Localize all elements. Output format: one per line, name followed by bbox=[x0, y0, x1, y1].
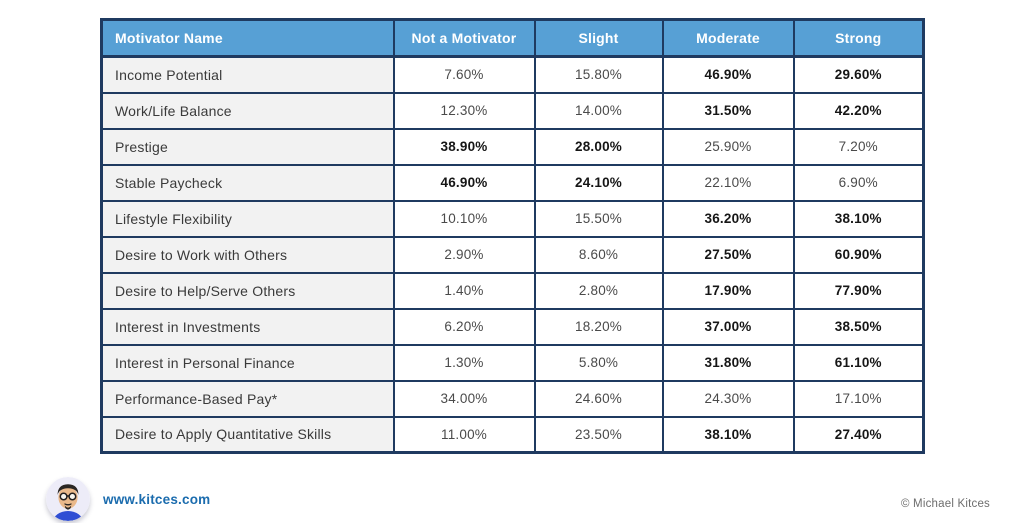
value-cell: 27.40% bbox=[792, 415, 925, 454]
value-cell: 23.50% bbox=[533, 415, 664, 454]
value-cell: 25.90% bbox=[661, 127, 795, 166]
value-cell: 38.50% bbox=[792, 307, 925, 346]
table-row: Interest in Personal Finance 1.30% 5.80% 31… bbox=[100, 343, 925, 382]
table-row: Desire to Help/Serve Others 1.40% 2.80% 17.… bbox=[100, 271, 925, 310]
value-cell: 37.00% bbox=[661, 307, 795, 346]
value-cell: 38.10% bbox=[792, 199, 925, 238]
value-cell: 5.80% bbox=[533, 343, 664, 382]
value-cell: 15.80% bbox=[533, 55, 664, 94]
value-cell: 46.90% bbox=[661, 55, 795, 94]
value-cell: 18.20% bbox=[533, 307, 664, 346]
value-cell: 2.90% bbox=[392, 235, 536, 274]
value-cell: 31.50% bbox=[661, 91, 795, 130]
copyright-text: © Michael Kitces bbox=[900, 498, 990, 510]
value-cell: 24.30% bbox=[661, 379, 795, 418]
value-cell: 17.10% bbox=[792, 379, 925, 418]
value-cell: 1.40% bbox=[392, 271, 536, 310]
kitces-site-link[interactable]: www.kitces.com bbox=[103, 491, 211, 507]
motivator-name-cell: Desire to Help/Serve Others bbox=[100, 271, 395, 310]
value-cell: 11.00% bbox=[392, 415, 536, 454]
table-row: Desire to Work with Others 2.90% 8.60% 27.5… bbox=[100, 235, 925, 274]
value-cell: 10.10% bbox=[392, 199, 536, 238]
value-cell: 17.90% bbox=[661, 271, 795, 310]
table-row: Stable Paycheck 46.90% 24.10% 22.10% 6.90% bbox=[100, 163, 925, 202]
table-row: Desire to Apply Quantitative Skills 11.00… bbox=[100, 415, 925, 454]
value-cell: 2.80% bbox=[533, 271, 664, 310]
table-body: Income Potential 7.60% 15.80% 46.90% 29.60% W… bbox=[100, 55, 925, 454]
table-row: Income Potential 7.60% 15.80% 46.90% 29.60% bbox=[100, 55, 925, 94]
value-cell: 7.20% bbox=[792, 127, 925, 166]
motivator-name-cell: Interest in Personal Finance bbox=[100, 343, 395, 382]
value-cell: 14.00% bbox=[533, 91, 664, 130]
value-cell: 12.30% bbox=[392, 91, 536, 130]
value-cell: 22.10% bbox=[661, 163, 795, 202]
value-cell: 38.90% bbox=[392, 127, 536, 166]
value-cell: 60.90% bbox=[792, 235, 925, 274]
motivator-name-cell: Interest in Investments bbox=[100, 307, 395, 346]
value-cell: 27.50% bbox=[661, 235, 795, 274]
value-cell: 61.10% bbox=[792, 343, 925, 382]
header-not-a-motivator: Not a Motivator bbox=[392, 18, 536, 58]
motivator-table: Motivator Name Not a Motivator Slight Mo… bbox=[100, 18, 925, 454]
value-cell: 28.00% bbox=[533, 127, 664, 166]
value-cell: 24.60% bbox=[533, 379, 664, 418]
kitces-avatar-icon bbox=[46, 477, 90, 521]
motivator-name-cell: Stable Paycheck bbox=[100, 163, 395, 202]
motivator-table-container: Motivator Name Not a Motivator Slight Mo… bbox=[100, 18, 925, 454]
value-cell: 31.80% bbox=[661, 343, 795, 382]
value-cell: 46.90% bbox=[392, 163, 536, 202]
footer-brand: www.kitces.com bbox=[46, 477, 210, 521]
value-cell: 36.20% bbox=[661, 199, 795, 238]
header-slight: Slight bbox=[533, 18, 664, 58]
value-cell: 6.20% bbox=[392, 307, 536, 346]
motivator-name-cell: Desire to Work with Others bbox=[100, 235, 395, 274]
table-row: Work/Life Balance 12.30% 14.00% 31.50% 42.20… bbox=[100, 91, 925, 130]
value-cell: 15.50% bbox=[533, 199, 664, 238]
motivator-name-cell: Performance-Based Pay* bbox=[100, 379, 395, 418]
header-strong: Strong bbox=[792, 18, 925, 58]
header-motivator-name: Motivator Name bbox=[100, 18, 395, 58]
motivator-name-cell: Lifestyle Flexibility bbox=[100, 199, 395, 238]
header-moderate: Moderate bbox=[661, 18, 795, 58]
value-cell: 1.30% bbox=[392, 343, 536, 382]
table-row: Lifestyle Flexibility 10.10% 15.50% 36.20% 3… bbox=[100, 199, 925, 238]
value-cell: 38.10% bbox=[661, 415, 795, 454]
table-row: Prestige 38.90% 28.00% 25.90% 7.20% bbox=[100, 127, 925, 166]
table-header-row: Motivator Name Not a Motivator Slight Mo… bbox=[100, 18, 925, 58]
value-cell: 6.90% bbox=[792, 163, 925, 202]
table-row: Performance-Based Pay* 34.00% 24.60% 24.30%… bbox=[100, 379, 925, 418]
value-cell: 29.60% bbox=[792, 55, 925, 94]
motivator-name-cell: Prestige bbox=[100, 127, 395, 166]
motivator-name-cell: Work/Life Balance bbox=[100, 91, 395, 130]
value-cell: 34.00% bbox=[392, 379, 536, 418]
motivator-name-cell: Income Potential bbox=[100, 55, 395, 94]
value-cell: 42.20% bbox=[792, 91, 925, 130]
value-cell: 8.60% bbox=[533, 235, 664, 274]
table-row: Interest in Investments 6.20% 18.20% 37.00%… bbox=[100, 307, 925, 346]
value-cell: 24.10% bbox=[533, 163, 664, 202]
value-cell: 77.90% bbox=[792, 271, 925, 310]
motivator-name-cell: Desire to Apply Quantitative Skills bbox=[100, 415, 395, 454]
value-cell: 7.60% bbox=[392, 55, 536, 94]
